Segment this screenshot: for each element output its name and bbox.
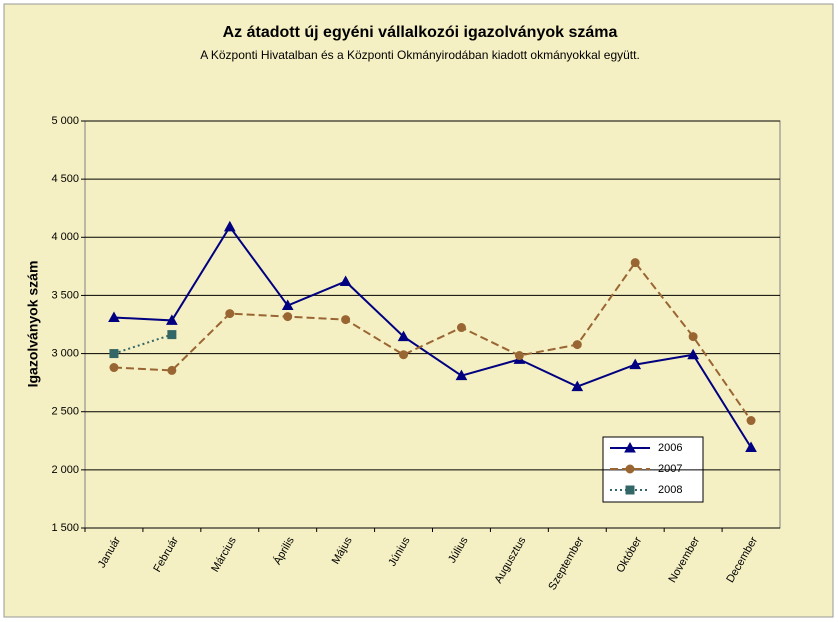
- data-point: [629, 358, 642, 370]
- y-tick-label: 4 000: [51, 231, 79, 243]
- chart-title: Az átadott új egyéni vállalkozói igazolv…: [223, 24, 618, 41]
- y-tick-label: 4 500: [51, 173, 79, 185]
- data-point: [745, 441, 757, 453]
- data-point: [687, 348, 699, 360]
- y-tick-label: 3 000: [51, 347, 79, 359]
- legend-label: 2008: [658, 484, 682, 496]
- data-point: [746, 416, 756, 426]
- data-point: [108, 311, 120, 323]
- data-point: [341, 315, 351, 325]
- y-tick-label: 3 500: [51, 289, 79, 301]
- legend-label: 2007: [658, 463, 682, 475]
- legend-marker: [624, 441, 636, 453]
- data-point: [456, 323, 466, 333]
- data-point: [455, 369, 468, 381]
- data-point: [572, 340, 582, 350]
- chart-subtitle: A Központi Hivatalban és a Központi Okmá…: [200, 48, 640, 62]
- data-point: [397, 330, 410, 342]
- data-point: [630, 258, 640, 268]
- data-point: [283, 312, 293, 322]
- y-axis-label: Igazolványok szám: [25, 261, 41, 388]
- y-tick-label: 2 000: [51, 464, 79, 476]
- data-point: [514, 351, 524, 361]
- data-point: [167, 365, 177, 375]
- legend-marker: [625, 485, 635, 495]
- data-point: [571, 380, 584, 392]
- legend-label: 2006: [658, 442, 682, 454]
- data-point: [225, 309, 235, 319]
- y-tick-label: 5 000: [51, 115, 79, 127]
- y-tick-label: 2 500: [51, 406, 79, 418]
- y-tick-label: 1 500: [51, 522, 79, 534]
- data-point: [167, 330, 177, 340]
- data-point: [109, 349, 119, 359]
- data-point: [339, 275, 352, 286]
- data-point: [281, 299, 294, 311]
- series-line: [113, 260, 752, 422]
- series-line: [113, 225, 752, 449]
- data-point: [109, 363, 119, 373]
- data-point: [166, 314, 178, 325]
- data-point: [399, 350, 409, 360]
- data-point: [223, 220, 236, 232]
- data-point: [688, 332, 698, 342]
- series-line: [113, 333, 173, 355]
- legend-marker: [625, 464, 635, 474]
